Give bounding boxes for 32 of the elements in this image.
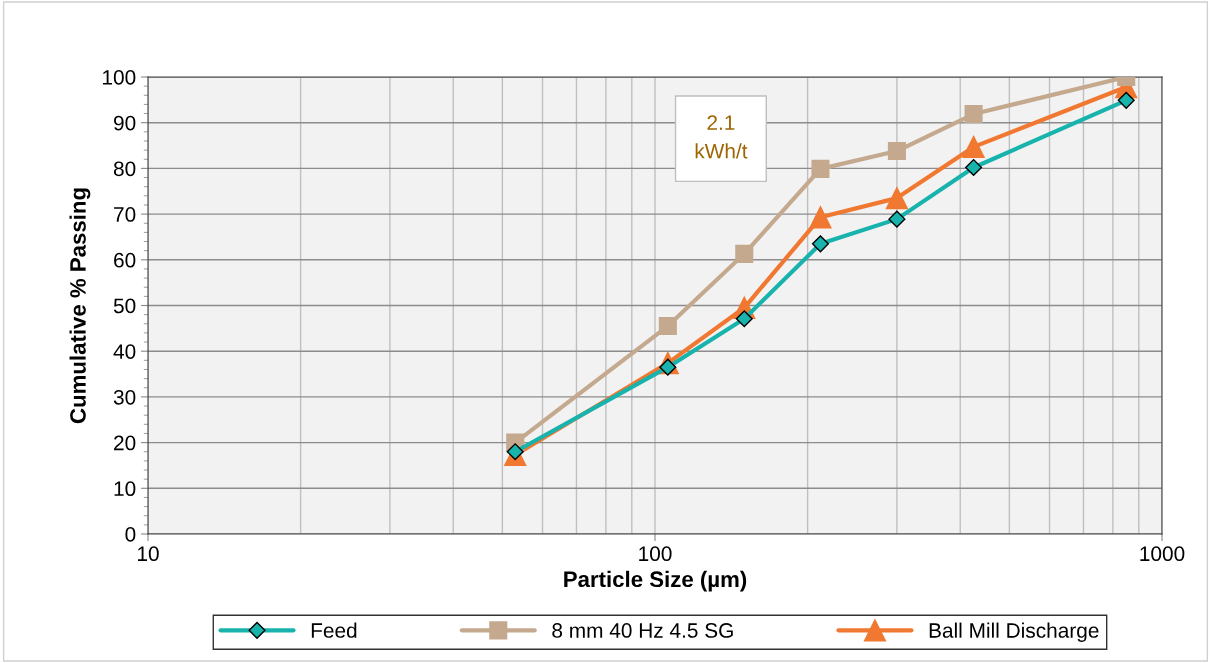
- y-tick-label: 60: [114, 252, 136, 268]
- x-tick-label: 1000: [1140, 546, 1185, 562]
- y-tick-label: 0: [125, 527, 136, 542]
- point: [962, 135, 985, 159]
- y-tick-label: 50: [113, 298, 136, 314]
- point: [811, 235, 830, 253]
- y-tick-label: 100: [103, 70, 136, 85]
- point: [809, 206, 832, 229]
- y-tick-label: 40: [113, 344, 136, 359]
- y-tick-label: 10: [114, 481, 136, 497]
- point: [965, 158, 983, 177]
- x-tick-label: 10: [138, 546, 159, 562]
- annotation: 2.1 kWh/t: [695, 115, 748, 159]
- y-axis-title: Cumulative % Passing: [69, 188, 91, 424]
- legend-label: Ball Mill Discharge: [929, 622, 1099, 642]
- point: [887, 142, 906, 161]
- y-tick-label: 80: [113, 161, 136, 177]
- y-tick-label: 20: [114, 435, 136, 451]
- point: [964, 104, 983, 124]
- y-tick-label: 30: [113, 389, 136, 405]
- point: [811, 159, 830, 178]
- legend-label: 8 mm 40 Hz 4.5 SG: [552, 623, 733, 638]
- point: [658, 317, 677, 336]
- y-tick-label: 90: [114, 115, 136, 131]
- point: [888, 210, 906, 228]
- legend-label: Feed: [311, 622, 357, 638]
- point: [735, 310, 753, 328]
- y-tick-label: 70: [114, 207, 136, 222]
- x-tick-label: 100: [639, 546, 672, 562]
- x-axis-title: Particle Size (µm): [564, 570, 747, 592]
- point: [735, 244, 754, 263]
- point: [885, 186, 909, 210]
